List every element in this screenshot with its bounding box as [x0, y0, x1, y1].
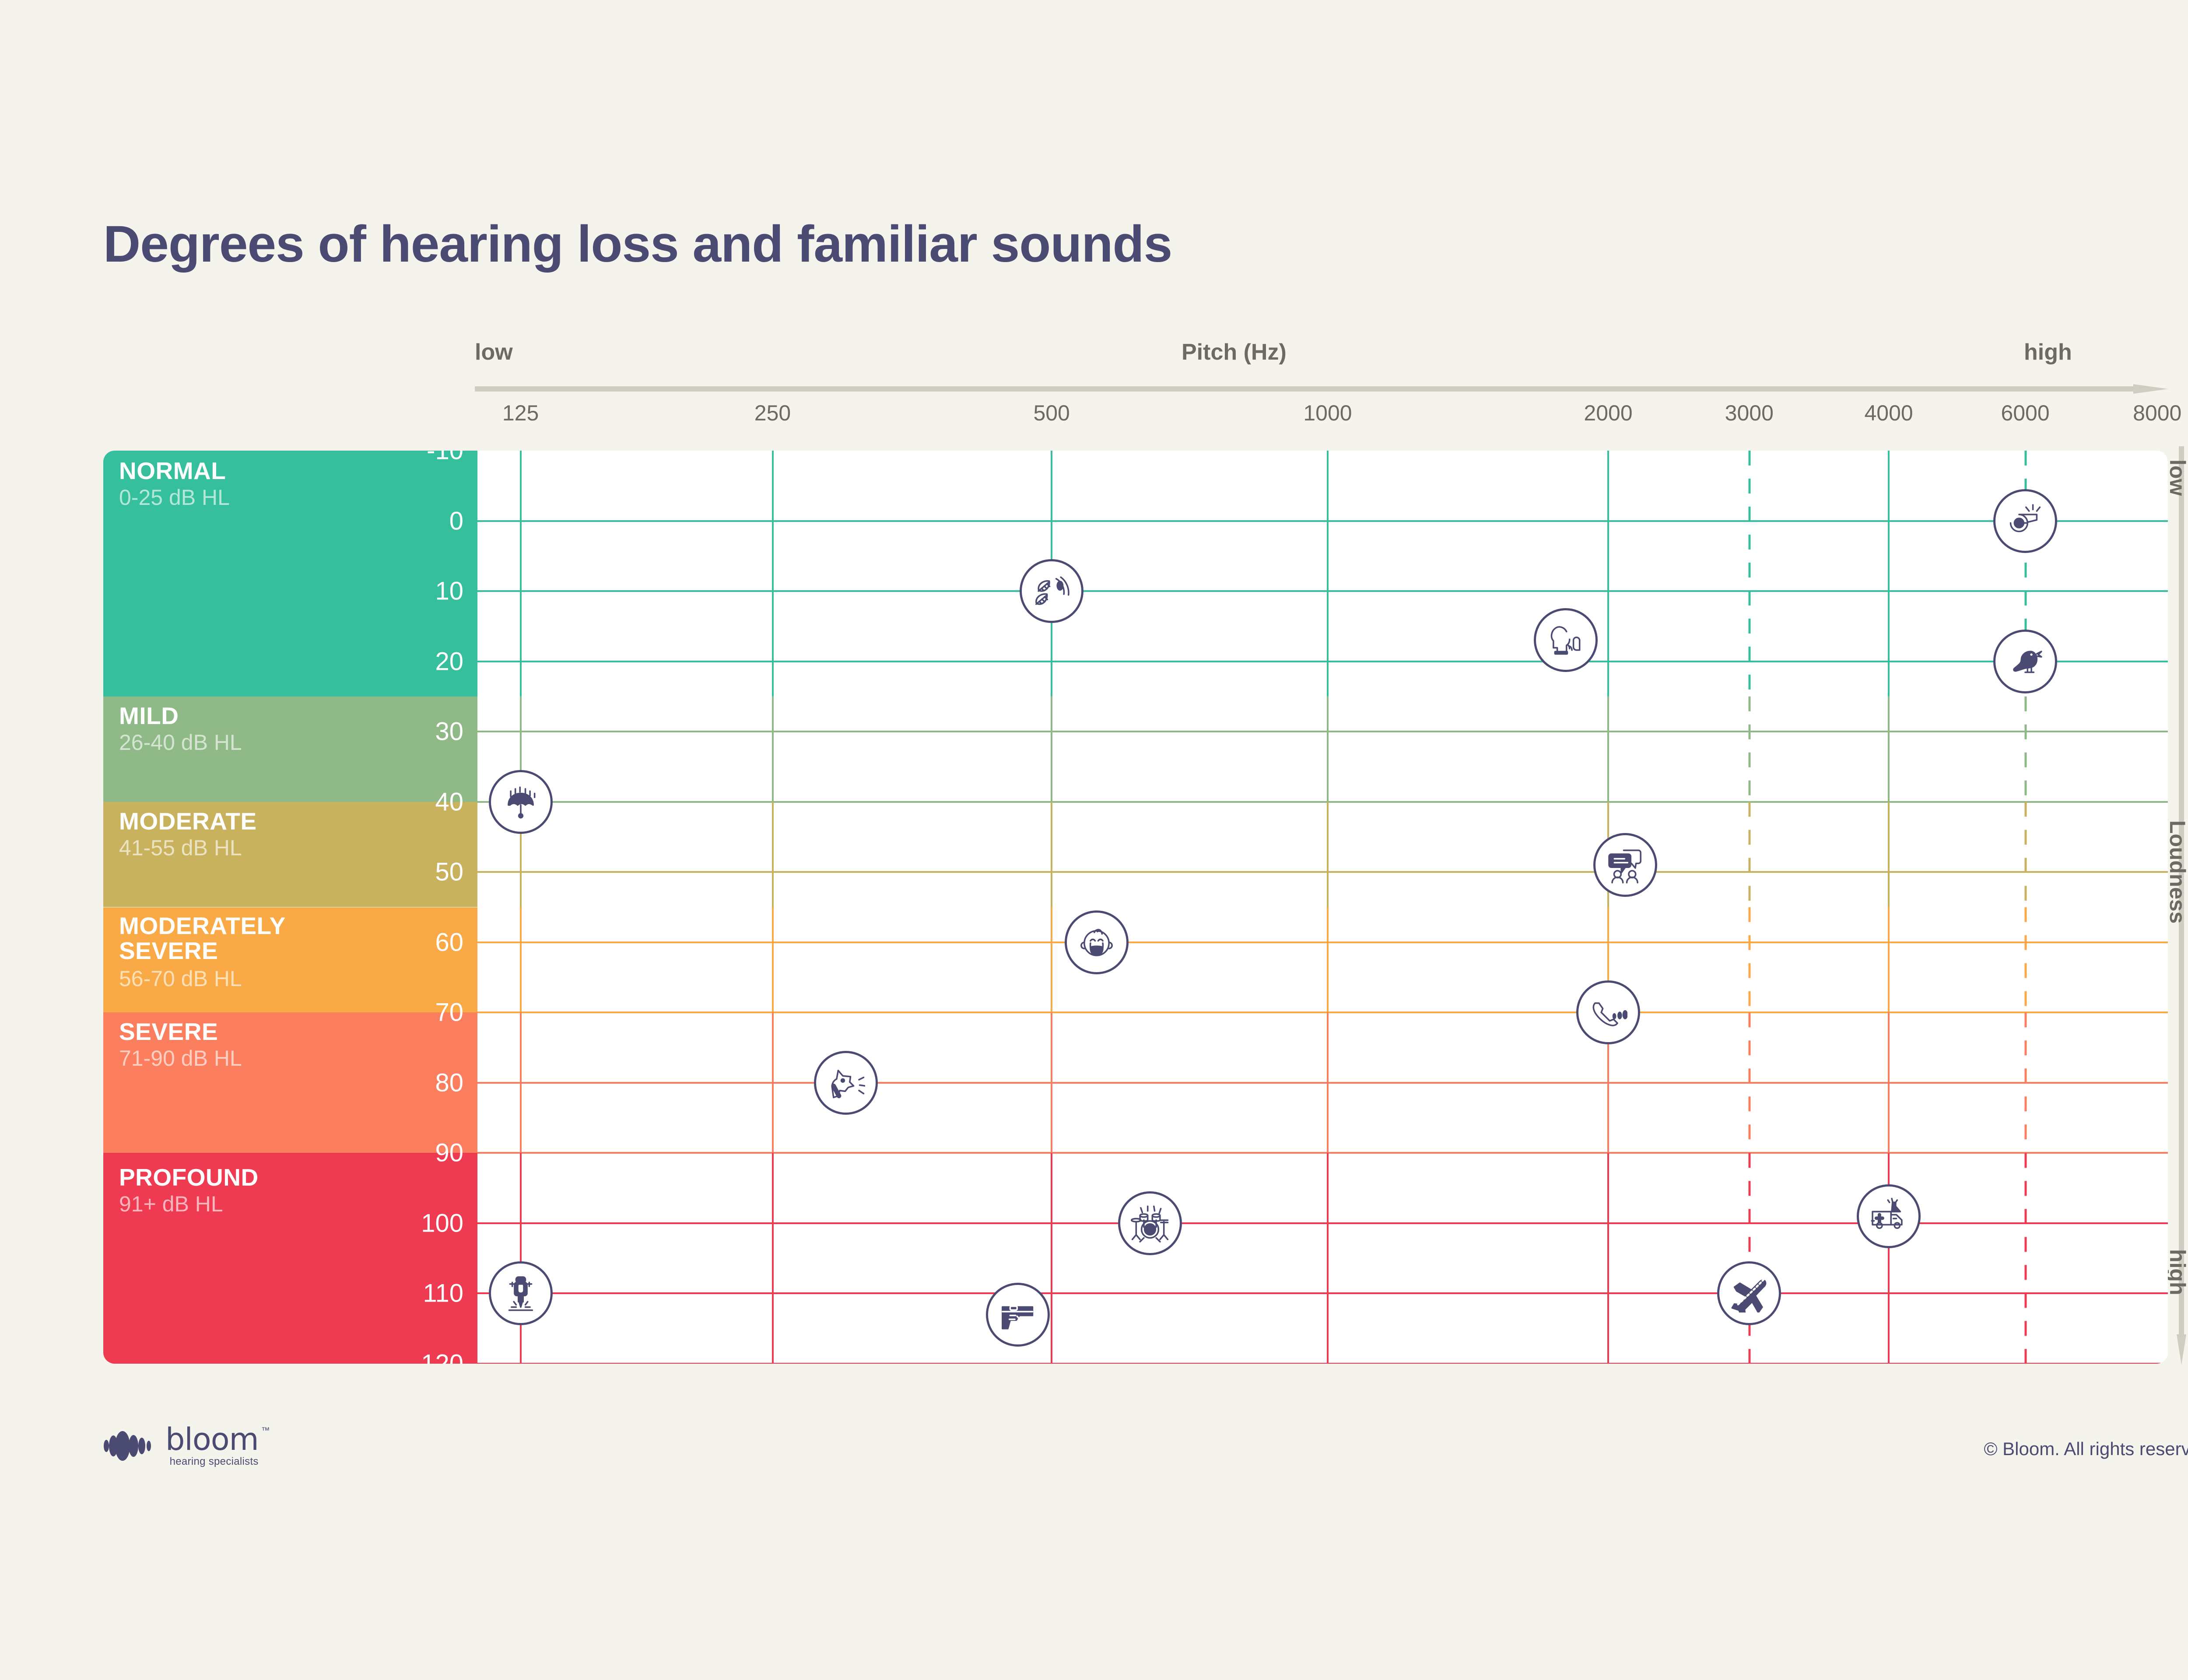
gridline-v-1000 [1326, 451, 1329, 1364]
loudness-axis-title: Loudness [2165, 820, 2188, 924]
gridline-h-80 [477, 1082, 2168, 1084]
whisper-icon [1533, 608, 1598, 672]
db-tick-0: 0 [449, 507, 463, 536]
gun-icon [986, 1282, 1050, 1347]
band-range: 71-90 dB HL [119, 1046, 242, 1071]
db-tick-110: 110 [423, 1279, 463, 1308]
band-range: 56-70 dB HL [119, 966, 242, 991]
frequency-tick-500: 500 [1033, 401, 1070, 425]
drums-icon [1118, 1191, 1182, 1255]
band-range: 26-40 dB HL [119, 730, 242, 755]
db-tick-30: 30 [435, 717, 463, 746]
db-tick-90: 90 [435, 1138, 463, 1167]
copyright-notice: © Bloom. All rights reserved. [1984, 1438, 2188, 1459]
band-name: PROFOUND [119, 1164, 259, 1191]
band-name: SEVERE [119, 1018, 218, 1046]
frequency-tick-3000: 3000 [1725, 401, 1774, 425]
page-title: Degrees of hearing loss and familiar sou… [103, 215, 1172, 273]
gridline-v-125 [519, 451, 522, 1364]
pitch-axis-title: Pitch (Hz) [1182, 340, 1287, 365]
severity-band-mild: MILD 26-40 dB HL [103, 696, 477, 802]
frequency-tick-6000: 6000 [2001, 401, 2050, 425]
dog-icon [814, 1050, 878, 1115]
gridline-h-100 [477, 1222, 2168, 1224]
gridline-h-70 [477, 1012, 2168, 1014]
db-tick-80: 80 [435, 1068, 463, 1097]
whistle-icon [1993, 489, 2058, 553]
loudness-axis-high-label: high [2165, 1249, 2188, 1295]
soundwave-icon [104, 1431, 151, 1461]
frequency-tick-labels: 125 250 500 1000 2000 3000 4000 6000 8000 [0, 400, 2188, 431]
db-tick-50: 50 [435, 858, 463, 886]
gridline-h-0 [477, 520, 2168, 522]
gridline-h-120 [477, 1363, 2168, 1364]
db-tick-10: 10 [435, 577, 463, 606]
frequency-tick-4000: 4000 [1864, 401, 1913, 425]
severity-band-profound: PROFOUND 91+ dB HL [103, 1153, 477, 1364]
trademark-symbol: ™ [261, 1426, 270, 1435]
frequency-tick-8000: 8000 [2133, 401, 2182, 425]
frequency-tick-1000: 1000 [1303, 401, 1352, 425]
logo-wordmark: bloom [165, 1421, 259, 1457]
jackhammer-icon [488, 1261, 553, 1326]
bloom-logo: bloom ™ hearing specialists [103, 1421, 270, 1468]
frequency-tick-125: 125 [502, 401, 539, 425]
gridline-h-40 [477, 801, 2168, 803]
rain-icon [488, 770, 553, 834]
gridline-h-20 [477, 660, 2168, 662]
db-tick--10: -10 [427, 451, 463, 465]
band-name: NORMAL [119, 457, 226, 484]
pitch-axis-arrow-icon [475, 384, 2168, 394]
band-range: 0-25 dB HL [119, 485, 230, 510]
db-tick-70: 70 [435, 998, 463, 1027]
gridline-v-250 [771, 451, 774, 1364]
gridline-h-30 [477, 731, 2168, 733]
telephone-icon [1576, 980, 1641, 1045]
db-tick-120: 120 [421, 1349, 463, 1364]
gridline-h-60 [477, 941, 2168, 943]
band-name: MODERATELY SEVERE [119, 912, 286, 964]
frequency-tick-250: 250 [754, 401, 791, 425]
severity-legend-panel: NORMAL 0-25 dB HL MILD 26-40 dB HL MODERATE 4… [103, 451, 477, 1364]
pitch-axis-low-label: low [475, 340, 513, 365]
leaves-icon [1020, 559, 1084, 623]
gridline-h-90 [477, 1152, 2168, 1154]
baby-icon [1065, 910, 1129, 974]
db-tick-40: 40 [435, 788, 463, 816]
gridline-h-110 [477, 1292, 2168, 1295]
band-range: 91+ dB HL [119, 1192, 223, 1217]
band-name: MILD [119, 702, 179, 729]
band-range: 41-55 dB HL [119, 835, 242, 860]
band-name: MODERATE [119, 807, 257, 835]
gridline-v-6000 [2024, 451, 2027, 1364]
airplane-icon [1717, 1261, 1781, 1326]
conversation-icon [1593, 833, 1657, 897]
severity-band-moderately-severe: MODERATELY SEVERE 56-70 dB HL [103, 907, 477, 1013]
db-tick-100: 100 [421, 1209, 463, 1238]
frequency-tick-2000: 2000 [1584, 401, 1633, 425]
pitch-axis-high-label: high [2024, 340, 2072, 365]
loudness-axis-low-label: low [2165, 459, 2188, 496]
gridline-h-50 [477, 871, 2168, 873]
gridline-v-500 [1051, 451, 1053, 1364]
severity-band-moderate: MODERATE 41-55 dB HL [103, 802, 477, 907]
gridline-v-3000 [1748, 451, 1751, 1364]
logo-tagline: hearing specialists [169, 1456, 259, 1467]
severity-band-severe: SEVERE 71-90 dB HL [103, 1012, 477, 1153]
bird-icon [1993, 629, 2058, 693]
gridline-h-10 [477, 590, 2168, 592]
gridline-v-2000 [1607, 451, 1609, 1364]
db-tick-60: 60 [435, 928, 463, 957]
ambulance-icon [1857, 1184, 1921, 1248]
loudness-axis-arrow-icon [2177, 446, 2186, 1365]
severity-band-normal: NORMAL 0-25 dB HL [103, 451, 477, 696]
db-tick-20: 20 [435, 647, 463, 676]
